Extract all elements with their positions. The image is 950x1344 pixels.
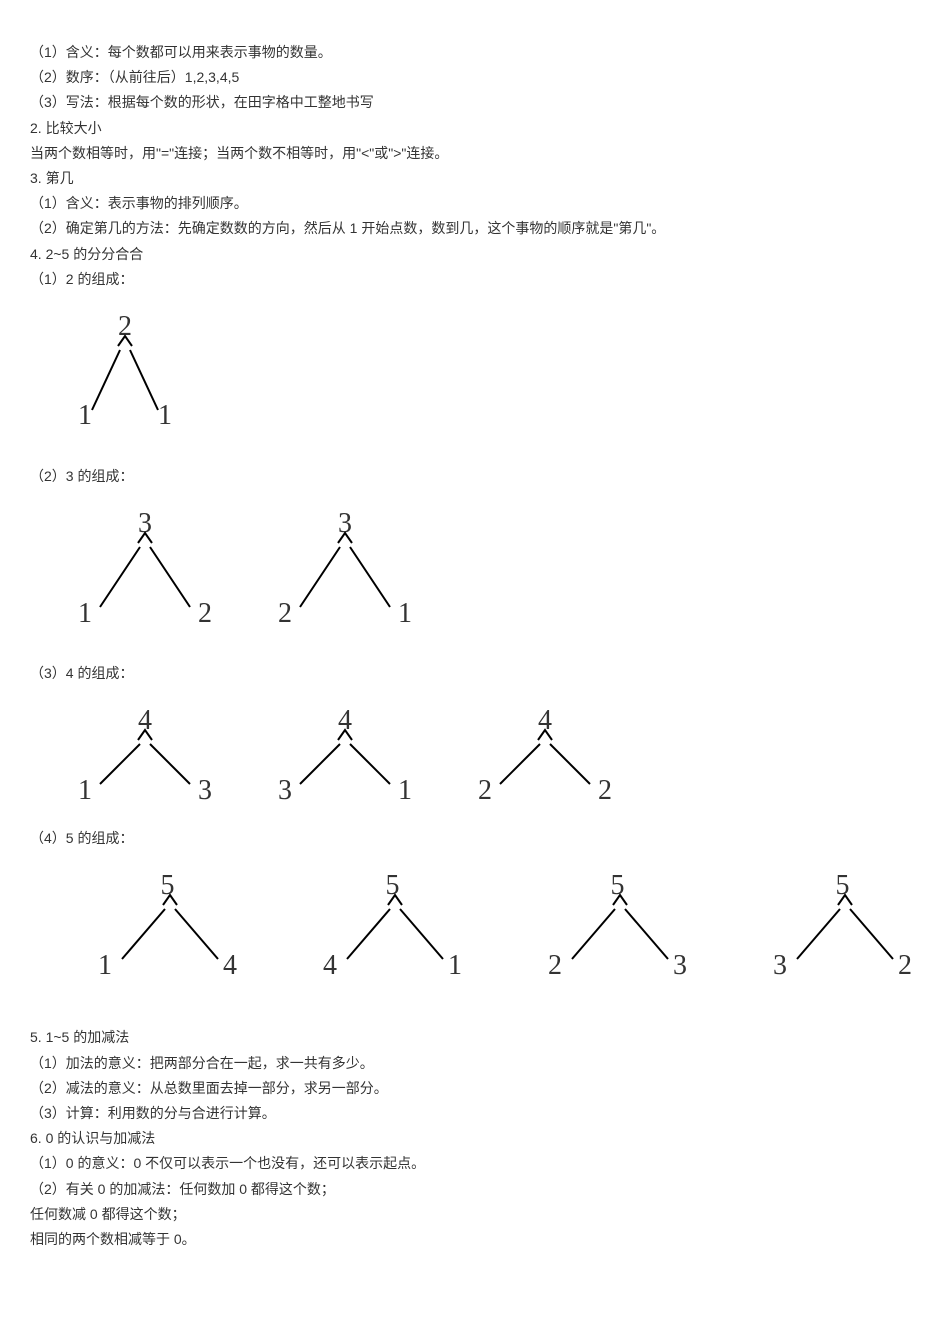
tree-right-number: 1 bbox=[150, 391, 180, 441]
section-heading: 5. 1~5 的加减法 bbox=[30, 1025, 920, 1050]
tree-right-number: 2 bbox=[890, 941, 920, 991]
tree-left-number: 3 bbox=[765, 941, 795, 991]
decomposition-tree: 532 bbox=[765, 861, 920, 991]
tree-left-number: 1 bbox=[70, 391, 100, 441]
section-heading: 2. 比较大小 bbox=[30, 116, 920, 141]
tree-right-number: 4 bbox=[215, 941, 245, 991]
tree-right-number: 3 bbox=[665, 941, 695, 991]
text-line: （1）含义：每个数都可以用来表示事物的数量。 bbox=[30, 40, 920, 65]
decomposition-tree: 422 bbox=[470, 696, 620, 816]
section-heading: 3. 第几 bbox=[30, 166, 920, 191]
text-line: （2）数序：（从前往后）1,2,3,4,5 bbox=[30, 65, 920, 90]
tree-right-number: 1 bbox=[390, 766, 420, 816]
tree-left-number: 2 bbox=[470, 766, 500, 816]
tree-right-number: 1 bbox=[390, 589, 420, 639]
tree-left-number: 3 bbox=[270, 766, 300, 816]
section-heading: 6. 0 的认识与加减法 bbox=[30, 1126, 920, 1151]
text-line: （1）0 的意义：0 不仅可以表示一个也没有，还可以表示起点。 bbox=[30, 1151, 920, 1176]
text-line: （2）减法的意义：从总数里面去掉一部分，求另一部分。 bbox=[30, 1076, 920, 1101]
text-line: 当两个数相等时，用"="连接；当两个数不相等时，用"<"或">"连接。 bbox=[30, 141, 920, 166]
tree-row-2: 211 bbox=[70, 302, 920, 442]
tree-left-number: 1 bbox=[90, 941, 120, 991]
tree-left-number: 1 bbox=[70, 589, 100, 639]
decomposition-tree: 211 bbox=[70, 302, 180, 442]
decomposition-tree: 431 bbox=[270, 696, 420, 816]
tree-right-number: 1 bbox=[440, 941, 470, 991]
decomposition-tree: 321 bbox=[270, 499, 420, 639]
text-line: （3）计算：利用数的分与合进行计算。 bbox=[30, 1101, 920, 1126]
tree-row-5: 514541523532 bbox=[90, 861, 920, 991]
text-line: （4）5 的组成： bbox=[30, 826, 920, 851]
text-line: （1）加法的意义：把两部分合在一起，求一共有多少。 bbox=[30, 1051, 920, 1076]
text-line: （2）确定第几的方法：先确定数数的方向，然后从 1 开始点数，数到几，这个事物的… bbox=[30, 216, 920, 241]
tree-right-number: 3 bbox=[190, 766, 220, 816]
text-line: （3）4 的组成： bbox=[30, 661, 920, 686]
tree-right-number: 2 bbox=[590, 766, 620, 816]
text-line: （3）写法：根据每个数的形状，在田字格中工整地书写 bbox=[30, 90, 920, 115]
tree-row-4: 413431422 bbox=[70, 696, 920, 816]
tree-row-3: 312321 bbox=[70, 499, 920, 639]
tree-left-number: 4 bbox=[315, 941, 345, 991]
decomposition-tree: 523 bbox=[540, 861, 695, 991]
text-line: （2）有关 0 的加减法：任何数加 0 都得这个数； bbox=[30, 1177, 920, 1202]
decomposition-tree: 312 bbox=[70, 499, 220, 639]
decomposition-tree: 514 bbox=[90, 861, 245, 991]
decomposition-tree: 541 bbox=[315, 861, 470, 991]
tree-left-number: 1 bbox=[70, 766, 100, 816]
tree-left-number: 2 bbox=[270, 589, 300, 639]
decomposition-tree: 413 bbox=[70, 696, 220, 816]
section-heading: 4. 2~5 的分分合合 bbox=[30, 242, 920, 267]
text-line: （1）含义：表示事物的排列顺序。 bbox=[30, 191, 920, 216]
text-line: （2）3 的组成： bbox=[30, 464, 920, 489]
tree-right-number: 2 bbox=[190, 589, 220, 639]
text-line: 相同的两个数相减等于 0。 bbox=[30, 1227, 920, 1252]
text-line: 任何数减 0 都得这个数； bbox=[30, 1202, 920, 1227]
tree-left-number: 2 bbox=[540, 941, 570, 991]
text-line: （1）2 的组成： bbox=[30, 267, 920, 292]
